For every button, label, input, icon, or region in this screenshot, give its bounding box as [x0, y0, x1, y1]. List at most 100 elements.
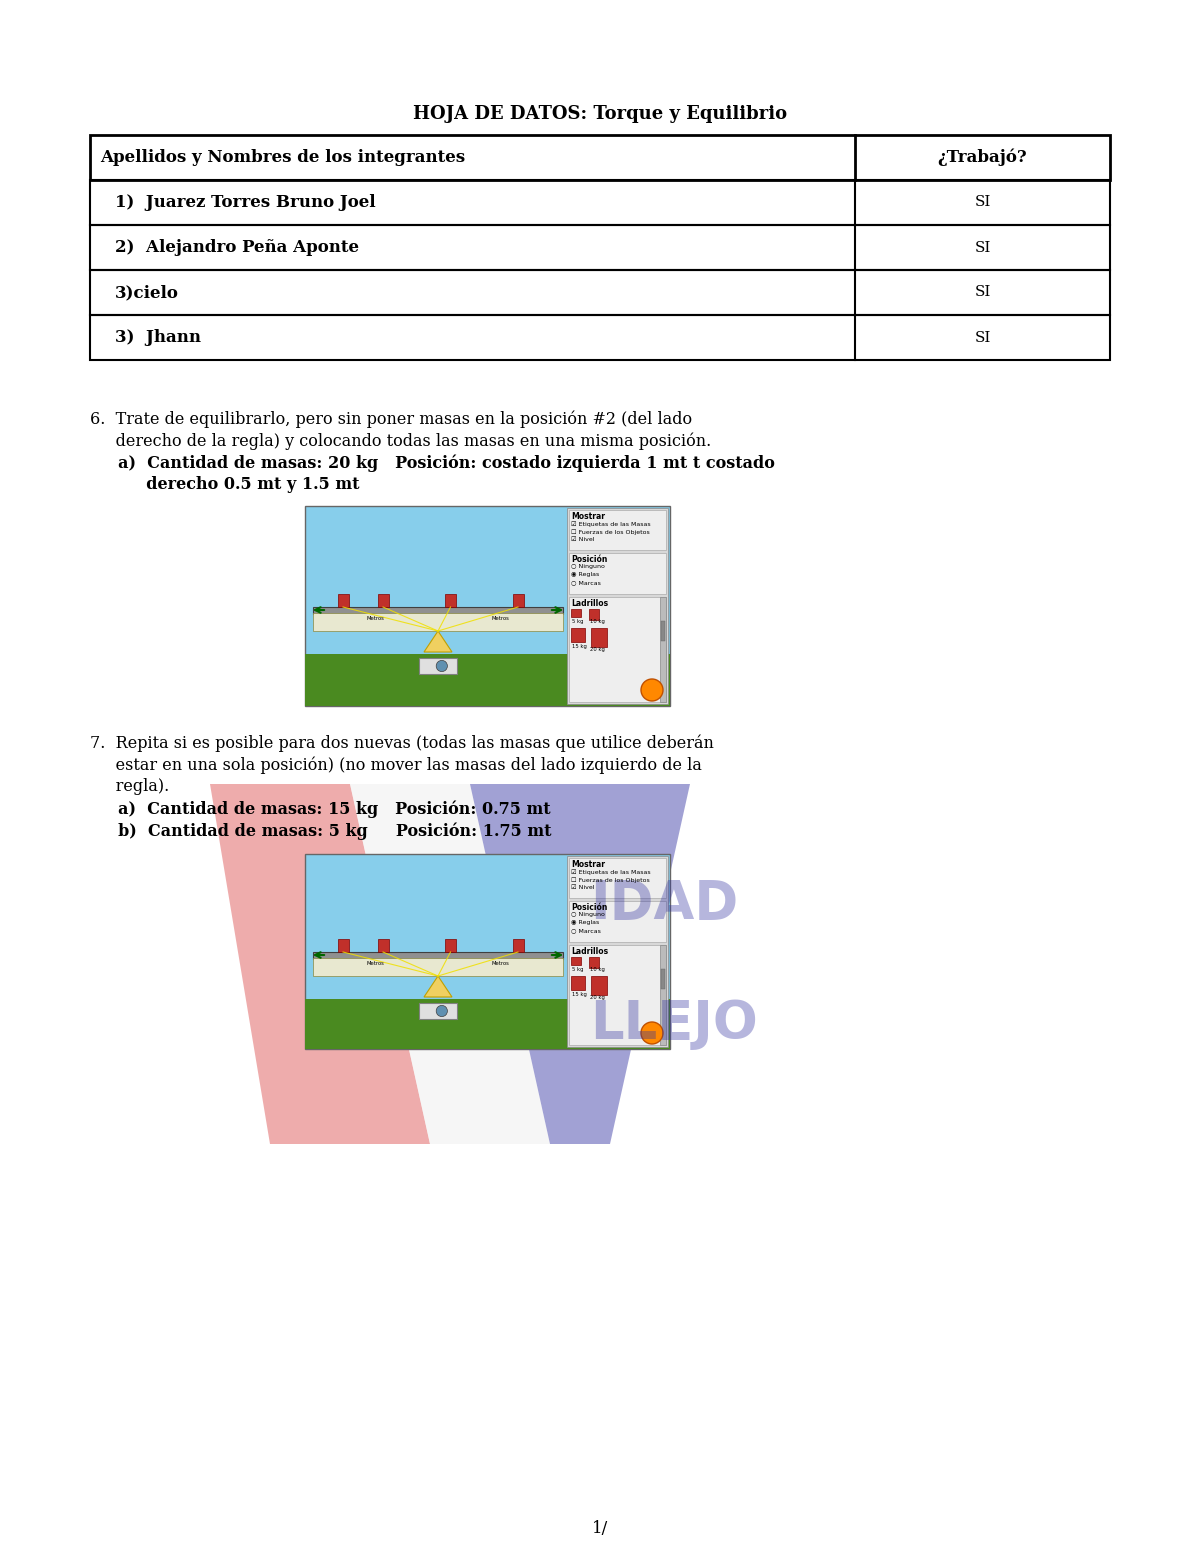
Text: Mostrar: Mostrar [571, 512, 605, 520]
Text: ☑ Nivel: ☑ Nivel [571, 537, 594, 542]
Text: Posición: Posición [571, 554, 607, 564]
Bar [305, 506, 670, 707]
Bar [313, 607, 563, 613]
Text: 7.  Repita si es posible para dos nuevas (todas las masas que utilice deberán: 7. Repita si es posible para dos nuevas … [90, 735, 714, 752]
Text: ¿Trabajó?: ¿Trabajó? [937, 149, 1027, 166]
Bar [337, 593, 348, 607]
Bar [313, 958, 563, 975]
Bar [305, 999, 670, 1048]
Bar [445, 593, 456, 607]
Bar [313, 952, 563, 960]
Text: SI: SI [974, 286, 991, 300]
Text: 15 kg: 15 kg [572, 992, 587, 997]
Text: SI: SI [974, 331, 991, 345]
Bar [512, 593, 523, 607]
Text: ○ Marcas: ○ Marcas [571, 579, 601, 585]
Bar [419, 1003, 457, 1019]
Text: 1/: 1/ [592, 1520, 608, 1537]
Text: 3)  Jhann: 3) Jhann [115, 329, 202, 346]
Bar [337, 940, 348, 952]
Polygon shape [424, 631, 452, 652]
Bar [569, 596, 666, 702]
Text: regla).: regla). [90, 778, 169, 795]
Polygon shape [424, 975, 452, 997]
Text: Apellidos y Nombres de los integrantes: Apellidos y Nombres de los integrantes [100, 149, 466, 166]
Polygon shape [350, 784, 550, 1145]
Text: ☐ Fuerzas de los Objetos: ☐ Fuerzas de los Objetos [571, 530, 649, 534]
Text: ☑ Etiquetas de las Masas: ☑ Etiquetas de las Masas [571, 870, 650, 874]
Text: Metros: Metros [366, 961, 384, 966]
Bar [569, 553, 666, 593]
Text: b)  Cantidad de masas: 5 kg     Posición: 1.75 mt: b) Cantidad de masas: 5 kg Posición: 1.7… [90, 822, 552, 840]
Text: 20 kg: 20 kg [590, 648, 605, 652]
Bar [592, 975, 607, 995]
Text: 10 kg: 10 kg [590, 968, 605, 972]
Bar [378, 940, 389, 952]
Text: 5 kg: 5 kg [572, 968, 583, 972]
Text: Mostrar: Mostrar [571, 860, 605, 870]
Circle shape [437, 660, 448, 671]
Bar [305, 854, 670, 1048]
Bar [589, 957, 599, 968]
Text: 1)  Juarez Torres Bruno Joel: 1) Juarez Torres Bruno Joel [115, 194, 376, 211]
Text: ☑ Nivel: ☑ Nivel [571, 885, 594, 890]
Text: HOJA DE DATOS: Torque y Equilibrio: HOJA DE DATOS: Torque y Equilibrio [413, 106, 787, 123]
Text: 20 kg: 20 kg [590, 995, 605, 1000]
Bar [661, 621, 665, 641]
Text: ◉ Reglas: ◉ Reglas [571, 572, 599, 578]
Text: ☑ Etiquetas de las Masas: ☑ Etiquetas de las Masas [571, 520, 650, 526]
Bar [660, 944, 666, 1045]
Bar [660, 596, 666, 702]
Text: estar en una sola posición) (no mover las masas del lado izquierdo de la: estar en una sola posición) (no mover la… [90, 756, 702, 773]
Bar [568, 508, 668, 704]
Circle shape [641, 679, 662, 700]
Bar [419, 658, 457, 674]
Text: LLEJO: LLEJO [590, 999, 757, 1050]
Circle shape [641, 1022, 662, 1044]
Text: Metros: Metros [492, 617, 510, 621]
Text: a)  Cantidad de masas: 15 kg   Posición: 0.75 mt: a) Cantidad de masas: 15 kg Posición: 0.… [90, 800, 551, 817]
Text: SI: SI [974, 196, 991, 210]
Text: Metros: Metros [366, 617, 384, 621]
Text: 2)  Alejandro Peña Aponte: 2) Alejandro Peña Aponte [115, 239, 359, 256]
Text: Ladrillos: Ladrillos [571, 947, 608, 957]
Text: ○ Marcas: ○ Marcas [571, 929, 601, 933]
Text: 5 kg: 5 kg [572, 620, 583, 624]
Bar [512, 940, 523, 952]
Bar [569, 509, 666, 550]
Text: 6.  Trate de equilibrarlo, pero sin poner masas en la posición #2 (del lado: 6. Trate de equilibrarlo, pero sin poner… [90, 410, 692, 427]
Bar [661, 969, 665, 989]
Bar [90, 315, 1110, 360]
Bar [445, 940, 456, 952]
Bar [378, 593, 389, 607]
Bar [90, 135, 1110, 180]
Bar [592, 627, 607, 648]
Bar [568, 856, 668, 1047]
Bar [571, 627, 586, 641]
Text: ○ Ninguno: ○ Ninguno [571, 912, 605, 916]
Polygon shape [470, 784, 690, 1145]
Text: ◉ Reglas: ◉ Reglas [571, 919, 599, 926]
Bar [571, 975, 586, 989]
Bar [569, 901, 666, 943]
Text: 15 kg: 15 kg [572, 644, 587, 649]
Text: Posición: Posición [571, 902, 607, 912]
Circle shape [437, 1005, 448, 1017]
Text: ☐ Fuerzas de los Objetos: ☐ Fuerzas de los Objetos [571, 877, 649, 882]
Text: SI: SI [974, 241, 991, 255]
Text: derecho de la regla) y colocando todas las masas en una misma posición.: derecho de la regla) y colocando todas l… [90, 432, 712, 449]
Text: 3)cielo: 3)cielo [115, 284, 179, 301]
Text: derecho 0.5 mt y 1.5 mt: derecho 0.5 mt y 1.5 mt [90, 477, 360, 492]
Bar [305, 654, 670, 707]
Text: a)  Cantidad de masas: 20 kg   Posición: costado izquierda 1 mt t costado: a) Cantidad de masas: 20 kg Posición: co… [90, 453, 775, 472]
Text: Metros: Metros [492, 961, 510, 966]
Text: IDAD: IDAD [590, 877, 738, 930]
Bar [313, 613, 563, 631]
Bar [569, 944, 666, 1045]
Text: ○ Ninguno: ○ Ninguno [571, 564, 605, 568]
Bar [90, 270, 1110, 315]
Polygon shape [210, 784, 430, 1145]
Bar [90, 225, 1110, 270]
Text: 10 kg: 10 kg [590, 620, 605, 624]
Bar [589, 609, 599, 620]
